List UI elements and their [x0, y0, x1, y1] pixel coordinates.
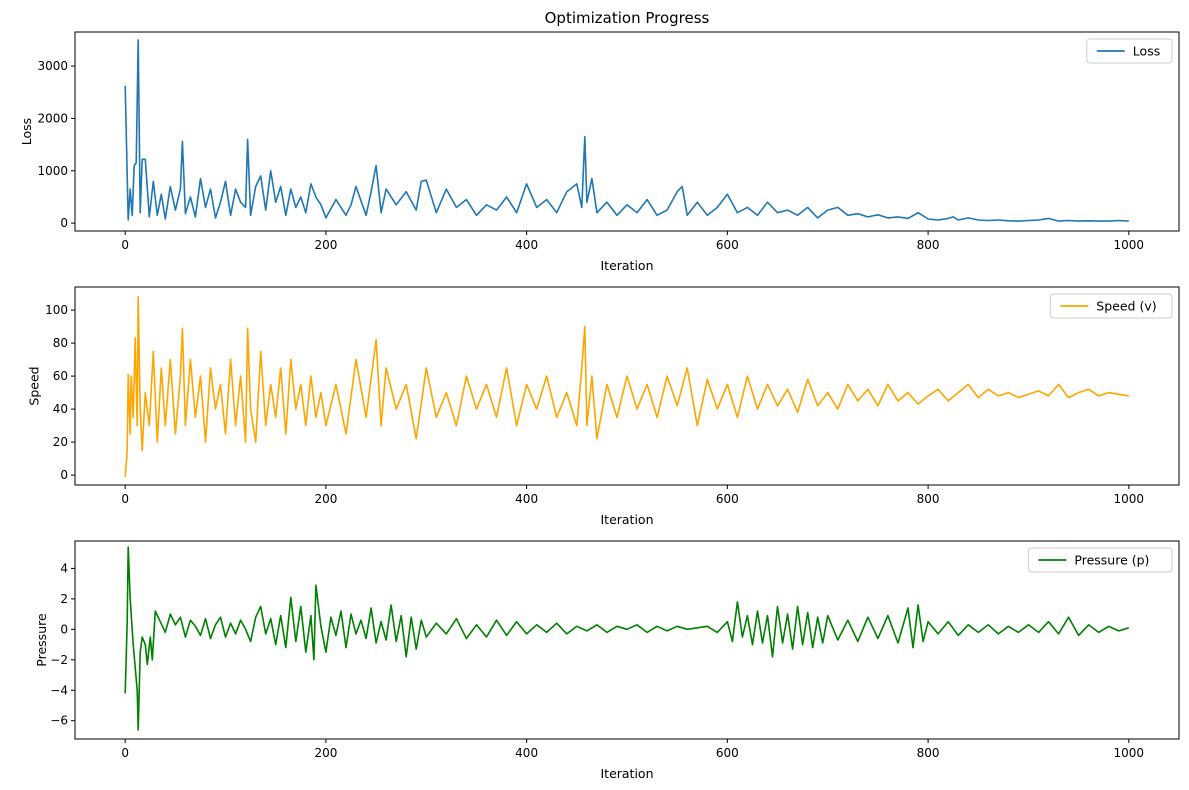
loss-x-tick-label: 1000 — [1114, 238, 1145, 252]
speed-x-tick-label: 400 — [515, 492, 538, 506]
loss-x-tick-label: 600 — [716, 238, 739, 252]
speed-y-tick-label: 0 — [60, 468, 68, 482]
pressure-legend: Pressure (p) — [1027, 547, 1173, 573]
loss-y-tick-label: 1000 — [37, 164, 68, 178]
pressure-series-line — [124, 546, 1130, 731]
loss-series-line — [124, 39, 1129, 222]
chart-title: Optimization Progress — [545, 9, 710, 27]
speed-x-tick-label: 200 — [314, 492, 337, 506]
speed-x-axis-label: Iteration — [600, 512, 653, 527]
speed-y-tick-label: 80 — [53, 336, 68, 350]
pressure-x-tick-label: 1000 — [1114, 746, 1145, 760]
pressure-axes-frame — [74, 540, 1180, 740]
pressure-x-tick-label: 600 — [716, 746, 739, 760]
pressure-x-axis-label: Iteration — [600, 766, 653, 781]
speed-y-axis-label: Speed — [27, 366, 42, 405]
pressure-y-tick-label: −6 — [50, 714, 68, 728]
pressure-y-tick-label: −2 — [50, 653, 68, 667]
speed-series-line — [124, 296, 1129, 477]
pressure-legend-box — [1027, 547, 1173, 573]
speed-x-tick-label: 0 — [121, 492, 129, 506]
loss-y-axis-label: Loss — [19, 118, 34, 145]
speed-y-tick-label: 20 — [53, 435, 68, 449]
loss-y-tick-label: 3000 — [37, 59, 68, 73]
loss-legend-box — [1086, 38, 1173, 64]
speed-panel: 0 200 400 600 800 1000 0 20 40 60 80 100 Iteration Sp… — [27, 286, 1180, 527]
speed-axes-frame — [74, 286, 1180, 486]
pressure-x-tick-label: 800 — [917, 746, 940, 760]
loss-x-tick-label: 400 — [515, 238, 538, 252]
loss-axes-frame — [74, 31, 1180, 232]
loss-x-tick-label: 800 — [917, 238, 940, 252]
pressure-y-tick-label: 0 — [60, 622, 68, 636]
speed-legend: Speed (v) — [1049, 293, 1173, 319]
speed-x-tick-label: 1000 — [1114, 492, 1145, 506]
speed-y-tick-label: 60 — [53, 369, 68, 383]
pressure-x-tick-label: 200 — [314, 746, 337, 760]
speed-x-tick-label: 800 — [917, 492, 940, 506]
speed-legend-box — [1049, 293, 1173, 319]
speed-x-tick-label: 600 — [716, 492, 739, 506]
pressure-y-axis-label: Pressure — [34, 613, 49, 667]
loss-x-tick-label: 200 — [314, 238, 337, 252]
loss-panel: 0 200 400 600 800 1000 0 1000 2000 3000 Iteration L… — [19, 9, 1180, 273]
pressure-y-tick-label: 4 — [60, 561, 68, 575]
loss-x-axis-label: Iteration — [600, 258, 653, 273]
loss-x-tick-label: 0 — [121, 238, 129, 252]
loss-y-tick-label: 2000 — [37, 111, 68, 125]
pressure-y-tick-label: 2 — [60, 592, 68, 606]
pressure-panel: 0 200 400 600 800 1000 −6 −4 −2 0 2 4 Iteration Press… — [34, 540, 1180, 781]
pressure-y-tick-label: −4 — [50, 683, 68, 697]
speed-y-tick-label: 100 — [45, 303, 68, 317]
loss-y-tick-label: 0 — [60, 216, 68, 230]
pressure-legend-label: Pressure (p) — [1074, 553, 1149, 568]
pressure-x-tick-label: 400 — [515, 746, 538, 760]
speed-y-tick-label: 40 — [53, 402, 68, 416]
loss-legend-label: Loss — [1133, 44, 1160, 59]
speed-legend-label: Speed (v) — [1096, 299, 1156, 314]
loss-legend: Loss — [1086, 38, 1173, 64]
pressure-x-tick-label: 0 — [121, 746, 129, 760]
